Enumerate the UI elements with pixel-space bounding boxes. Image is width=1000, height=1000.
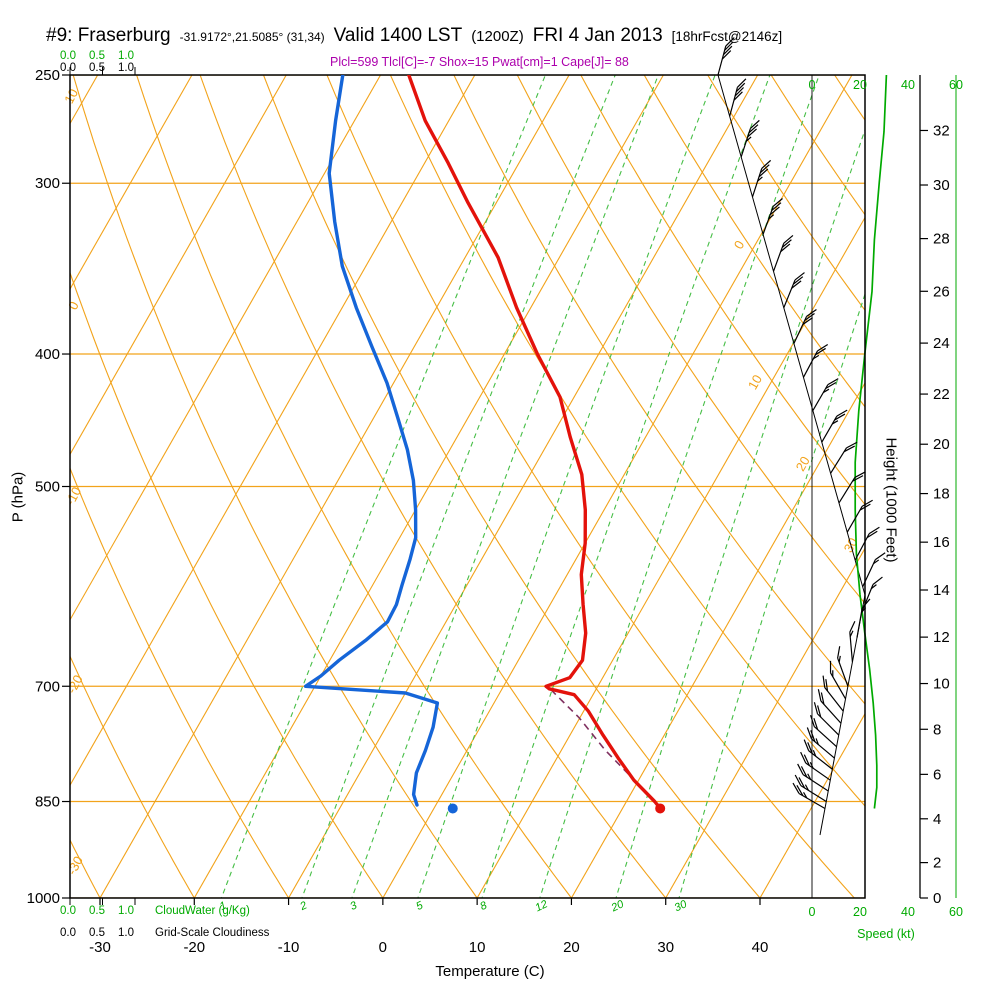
svg-text:0: 0 xyxy=(65,299,82,312)
svg-text:8: 8 xyxy=(933,721,941,738)
svg-text:28: 28 xyxy=(933,231,950,248)
cloudwater-axis-label: CloudWater (g/Kg) xyxy=(155,905,250,917)
dewpoint-curve xyxy=(303,75,440,807)
svg-text:12: 12 xyxy=(933,629,950,646)
svg-text:26: 26 xyxy=(933,283,950,300)
temperature-axis-label: Temperature (C) xyxy=(435,963,545,980)
svg-text:60: 60 xyxy=(949,78,963,92)
svg-text:250: 250 xyxy=(35,67,60,84)
svg-text:12: 12 xyxy=(533,898,549,914)
svg-text:6: 6 xyxy=(933,766,941,783)
valid-utc: (1200Z) xyxy=(471,28,524,45)
svg-text:-10: -10 xyxy=(278,939,300,956)
svg-text:1000: 1000 xyxy=(27,890,60,907)
svg-text:30: 30 xyxy=(933,177,950,194)
svg-text:0: 0 xyxy=(731,238,748,252)
scale-tick: 1.0 xyxy=(118,50,134,62)
scale-tick: 0.5 xyxy=(89,927,105,939)
svg-text:30: 30 xyxy=(657,939,674,956)
surface-temp-dot xyxy=(655,803,666,814)
svg-text:22: 22 xyxy=(933,386,950,403)
scale-tick: 1.0 xyxy=(118,927,134,939)
station-title: #9: Fraserburg xyxy=(46,25,171,46)
cloudiness-axis-label: Grid-Scale Cloudiness xyxy=(155,927,270,939)
scale-tick: 0.0 xyxy=(60,905,76,917)
svg-text:24: 24 xyxy=(933,335,950,352)
svg-text:-30: -30 xyxy=(89,939,111,956)
scale-tick: 0.0 xyxy=(60,62,76,74)
skew-grid xyxy=(70,75,865,898)
svg-text:-30: -30 xyxy=(64,854,86,878)
chart-title: #9: Fraserburg -31.9172°,21.5085° (31,34… xyxy=(46,25,782,47)
svg-text:32: 32 xyxy=(933,122,950,139)
stability-params: Plcl=599 Tlcl[C]=-7 Shox=15 Pwat[cm]=1 C… xyxy=(330,55,629,69)
svg-text:4: 4 xyxy=(933,811,941,828)
svg-text:20: 20 xyxy=(609,898,627,915)
svg-text:10: 10 xyxy=(61,86,81,106)
svg-text:-20: -20 xyxy=(64,672,86,696)
svg-text:20: 20 xyxy=(793,454,813,474)
svg-text:300: 300 xyxy=(35,175,60,192)
scale-tick: 0.0 xyxy=(60,50,76,62)
svg-text:10: 10 xyxy=(933,676,950,693)
svg-text:1: 1 xyxy=(218,900,229,913)
svg-text:0: 0 xyxy=(809,78,816,92)
scale-tick: 0.5 xyxy=(89,50,105,62)
svg-text:2: 2 xyxy=(297,900,309,914)
svg-text:40: 40 xyxy=(752,939,769,956)
svg-text:0: 0 xyxy=(933,890,941,907)
svg-text:0: 0 xyxy=(809,905,816,919)
svg-text:40: 40 xyxy=(901,905,915,919)
svg-text:0: 0 xyxy=(379,939,387,956)
svg-text:10: 10 xyxy=(469,939,486,956)
temperature-curve xyxy=(407,75,662,811)
svg-text:8: 8 xyxy=(478,899,489,913)
speed-curve xyxy=(854,74,888,809)
valid-time: Valid 1400 LST xyxy=(333,25,463,46)
scale-tick: 0.5 xyxy=(89,62,105,74)
svg-text:400: 400 xyxy=(35,346,60,363)
svg-text:18: 18 xyxy=(933,486,950,503)
svg-text:3: 3 xyxy=(348,899,359,913)
svg-text:16: 16 xyxy=(933,534,950,551)
cloudiness-scale-top: 0.0 0.5 1.0 xyxy=(60,62,134,74)
cloudwater-scale-top: 0.0 0.5 1.0 xyxy=(60,50,134,62)
svg-text:700: 700 xyxy=(35,678,60,695)
cloudiness-scale-bottom: 0.0 0.5 1.0 Grid-Scale Cloudiness xyxy=(60,927,269,939)
svg-text:20: 20 xyxy=(933,436,950,453)
scale-tick: 0.5 xyxy=(89,905,105,917)
scale-tick: 0.0 xyxy=(60,927,76,939)
scale-tick: 1.0 xyxy=(118,905,134,917)
svg-text:30: 30 xyxy=(673,898,690,914)
svg-text:-10: -10 xyxy=(62,484,84,508)
scale-tick: 1.0 xyxy=(118,62,134,74)
speed-axis-label: Speed (kt) xyxy=(857,927,915,941)
svg-text:5: 5 xyxy=(414,899,425,913)
svg-text:2: 2 xyxy=(933,855,941,872)
svg-text:20: 20 xyxy=(853,78,867,92)
svg-text:500: 500 xyxy=(35,479,60,496)
wind-barbs xyxy=(717,37,886,809)
svg-text:20: 20 xyxy=(563,939,580,956)
svg-text:14: 14 xyxy=(933,582,950,599)
station-coords: -31.9172°,21.5085° (31,34) xyxy=(179,30,325,44)
svg-text:850: 850 xyxy=(35,794,60,811)
svg-text:40: 40 xyxy=(901,78,915,92)
cloudwater-scale-bottom: 0.0 0.5 1.0 CloudWater (g/Kg) xyxy=(60,905,250,917)
svg-text:-20: -20 xyxy=(183,939,205,956)
wind-staff-line xyxy=(717,74,866,836)
svg-text:20: 20 xyxy=(853,905,867,919)
surface-dewpoint-dot xyxy=(447,803,458,814)
svg-text:60: 60 xyxy=(949,905,963,919)
forecast-tag: [18hrFcst@2146z] xyxy=(671,29,783,44)
valid-date: FRI 4 Jan 2013 xyxy=(532,25,663,46)
svg-text:10: 10 xyxy=(745,372,765,392)
